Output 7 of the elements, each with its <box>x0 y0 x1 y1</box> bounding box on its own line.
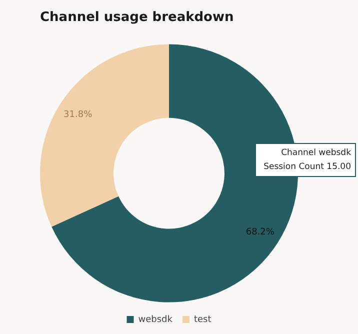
data-label: 68.2% <box>246 227 275 238</box>
data-label: 31.8% <box>64 110 93 120</box>
text: Channel websdk <box>281 148 352 158</box>
legend-label: test <box>194 314 212 325</box>
chart-title: Channel usage breakdown <box>40 10 234 26</box>
text: Session Count 15.00 <box>264 162 351 172</box>
legend-label: websdk <box>138 314 174 325</box>
